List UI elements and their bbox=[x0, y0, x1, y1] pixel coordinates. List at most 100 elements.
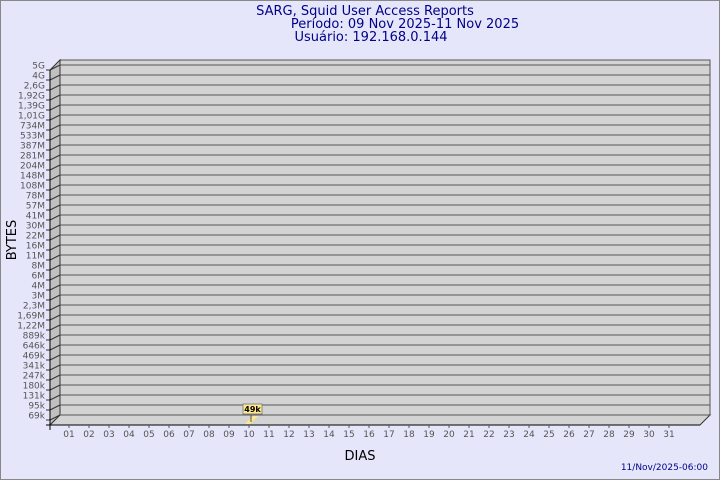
y-axis-label: BYTES bbox=[5, 220, 20, 261]
y-tick-label: 180k bbox=[23, 382, 46, 392]
x-tick-label: 23 bbox=[503, 430, 514, 440]
y-tick-label: 1,69M bbox=[17, 312, 45, 322]
grid-line-side bbox=[49, 114, 61, 121]
x-tick-label: 01 bbox=[63, 430, 74, 440]
grid-line-side bbox=[49, 394, 61, 401]
y-tick-label: 57M bbox=[26, 202, 45, 212]
grid-line-side bbox=[49, 344, 61, 351]
x-tick-label: 04 bbox=[123, 430, 135, 440]
grid-line-side bbox=[49, 264, 61, 271]
y-tick-label: 646k bbox=[23, 342, 46, 352]
x-tick-label: 10 bbox=[243, 430, 255, 440]
y-tick-label: 131k bbox=[23, 392, 46, 402]
x-tick-label: 28 bbox=[603, 430, 615, 440]
grid-line-side bbox=[49, 84, 61, 91]
grid-line-side bbox=[49, 374, 61, 381]
x-tick-label: 03 bbox=[103, 430, 114, 440]
y-tick-label: 22M bbox=[26, 232, 45, 242]
grid-line-side bbox=[49, 414, 61, 421]
y-tick-label: 1,92G bbox=[18, 92, 45, 102]
y-tick-label: 6M bbox=[32, 272, 46, 282]
x-tick-label: 08 bbox=[203, 430, 215, 440]
bar-label: 49k bbox=[244, 405, 261, 414]
grid-line-side bbox=[49, 154, 61, 161]
footer-timestamp: 11/Nov/2025-06:00 bbox=[621, 463, 708, 473]
x-tick-label: 21 bbox=[463, 430, 474, 440]
x-tick-label: 31 bbox=[663, 430, 674, 440]
x-tick-label: 11 bbox=[263, 430, 274, 440]
grid-line-side bbox=[49, 244, 61, 251]
x-tick-label: 19 bbox=[423, 430, 435, 440]
y-tick-label: 8M bbox=[32, 262, 46, 272]
y-tick-label: 16M bbox=[26, 242, 45, 252]
x-tick-label: 13 bbox=[303, 430, 314, 440]
back-wall bbox=[59, 59, 711, 416]
y-tick-label: 734M bbox=[20, 122, 45, 132]
y-tick-label: 1,22M bbox=[17, 322, 45, 332]
y-tick-label: 1,01G bbox=[18, 112, 45, 122]
x-axis-label: DIAS bbox=[345, 449, 376, 464]
grid-line-side bbox=[49, 174, 61, 181]
y-tick-label: 341k bbox=[23, 362, 46, 372]
y-tick-label: 95k bbox=[28, 402, 45, 412]
x-tick-label: 02 bbox=[83, 430, 94, 440]
left-wall bbox=[49, 58, 61, 427]
y-tick-label: 2,3M bbox=[23, 302, 45, 312]
x-tick-label: 14 bbox=[323, 430, 335, 440]
grid-line-side bbox=[49, 94, 61, 101]
grid-line-side bbox=[49, 194, 61, 201]
grid-line-side bbox=[49, 354, 61, 361]
grid-line-side bbox=[49, 74, 61, 81]
grid-line-side bbox=[49, 164, 61, 171]
x-tick-label: 25 bbox=[543, 430, 554, 440]
x-tick-label: 15 bbox=[343, 430, 354, 440]
y-tick-label: 1,39G bbox=[18, 102, 45, 112]
x-tick-label: 18 bbox=[403, 430, 415, 440]
grid-line-side bbox=[49, 124, 61, 131]
y-tick-label: 5G bbox=[32, 62, 45, 72]
x-tick-label: 05 bbox=[143, 430, 154, 440]
y-tick-label: 4M bbox=[32, 282, 46, 292]
x-tick-label: 16 bbox=[363, 430, 375, 440]
grid-line-side bbox=[49, 404, 61, 411]
y-tick-label: 387M bbox=[20, 142, 45, 152]
y-tick-label: 69k bbox=[28, 412, 45, 422]
grid-line-side bbox=[49, 214, 61, 221]
x-tick-label: 30 bbox=[643, 430, 655, 440]
y-tick-label: 148M bbox=[20, 172, 45, 182]
y-tick-label: 41M bbox=[26, 212, 45, 222]
grid-line-side bbox=[49, 234, 61, 241]
y-tick-label: 281M bbox=[20, 152, 45, 162]
y-tick-label: 108M bbox=[20, 182, 45, 192]
grid-line-side bbox=[49, 314, 61, 321]
x-tick-label: 07 bbox=[183, 430, 194, 440]
grid-line-side bbox=[49, 64, 61, 71]
grid-line-side bbox=[49, 144, 61, 151]
y-tick-label: 11M bbox=[26, 252, 45, 262]
y-tick-label: 204M bbox=[20, 162, 45, 172]
chart-period: Período: 09 Nov 2025-11 Nov 2025 bbox=[291, 17, 519, 32]
y-tick-label: 2,6G bbox=[24, 82, 45, 92]
x-tick-label: 29 bbox=[623, 430, 635, 440]
x-tick-label: 09 bbox=[223, 430, 235, 440]
x-tick-label: 06 bbox=[163, 430, 175, 440]
chart-title: SARG, Squid User Access Reports bbox=[256, 4, 474, 19]
y-tick-label: 533M bbox=[20, 132, 45, 142]
floor bbox=[48, 414, 712, 426]
grid-line-side bbox=[49, 284, 61, 291]
x-tick-label: 27 bbox=[583, 430, 594, 440]
x-tick-label: 22 bbox=[483, 430, 494, 440]
y-tick-label: 78M bbox=[26, 192, 45, 202]
y-tick-label: 3M bbox=[32, 292, 46, 302]
grid-line-side bbox=[49, 364, 61, 371]
grid-line-side bbox=[49, 334, 61, 341]
y-tick-label: 247k bbox=[23, 372, 46, 382]
grid-line-side bbox=[49, 254, 61, 261]
x-tick-label: 24 bbox=[523, 430, 535, 440]
grid-line-side bbox=[49, 104, 61, 111]
x-tick-label: 12 bbox=[283, 430, 294, 440]
grid-line-side bbox=[49, 224, 61, 231]
y-tick-label: 4G bbox=[32, 72, 45, 82]
grid-line-side bbox=[49, 184, 61, 191]
